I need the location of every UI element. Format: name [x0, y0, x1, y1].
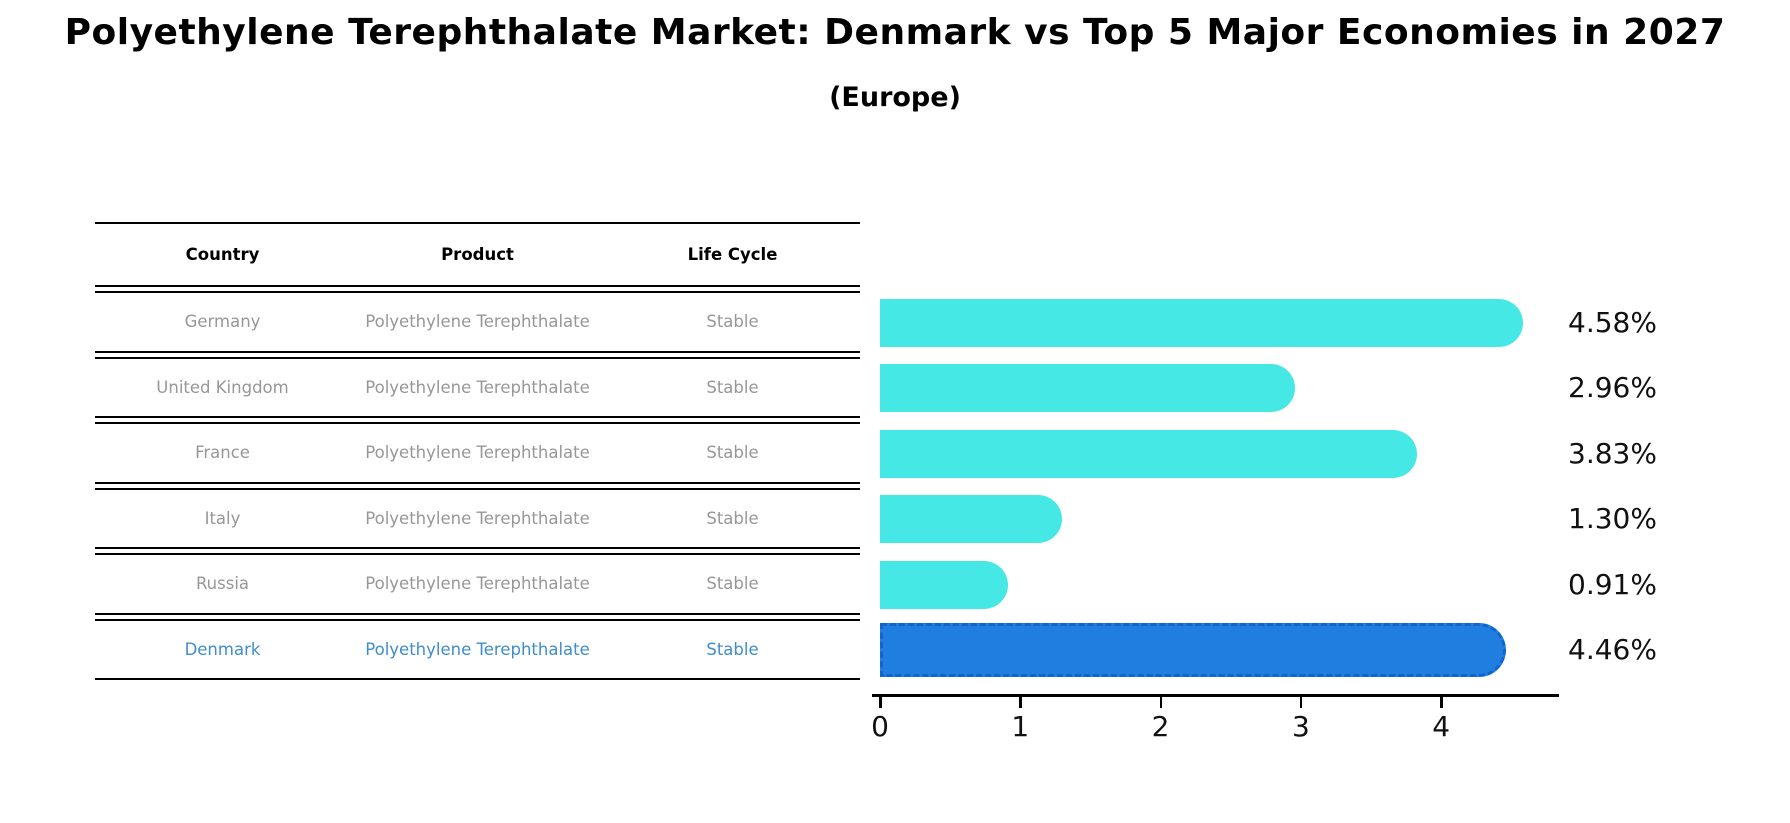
value-label-russia: 0.91%: [1568, 567, 1657, 601]
x-tick-label-4: 4: [1432, 710, 1451, 743]
x-tick-mark-4: [1440, 697, 1443, 708]
table-row-germany: Germany Polyethylene Terephthalate Stabl…: [95, 291, 860, 353]
table-row-denmark: Denmark Polyethylene Terephthalate Stabl…: [95, 618, 860, 680]
table-header-row: Country Product Life Cycle: [95, 222, 860, 287]
x-tick-label-1: 1: [1011, 710, 1030, 743]
table-row-russia: Russia Polyethylene Terephthalate Stable: [95, 553, 860, 615]
cell-country: Denmark: [184, 639, 261, 659]
cell-product: Polyethylene Terephthalate: [365, 377, 590, 397]
cell-country: Germany: [184, 312, 261, 332]
value-label-germany: 4.58%: [1568, 305, 1657, 339]
column-header-product: Product: [441, 245, 514, 264]
bar-united-kingdom: [880, 364, 1296, 412]
cell-product: Polyethylene Terephthalate: [365, 443, 590, 463]
bar-france: [880, 429, 1418, 478]
cell-product: Polyethylene Terephthalate: [365, 574, 590, 594]
cell-product: Polyethylene Terephthalate: [365, 312, 590, 332]
x-tick-label-0: 0: [871, 710, 889, 743]
cell-country: Italy: [204, 508, 241, 528]
data-table: Country Product Life Cycle Germany Polye…: [95, 222, 860, 680]
bar-italy: [880, 495, 1063, 543]
cell-country: United Kingdom: [156, 377, 289, 397]
value-label-italy: 1.30%: [1568, 502, 1657, 535]
cell-lifecycle: Stable: [706, 508, 759, 528]
cell-product: Polyethylene Terephthalate: [365, 508, 590, 528]
bar-denmark: [880, 623, 1506, 677]
x-tick-label-3: 3: [1291, 710, 1310, 743]
cell-lifecycle: Stable: [706, 377, 759, 397]
cell-lifecycle: Stable: [706, 312, 759, 332]
value-label-united-kingdom: 2.96%: [1568, 371, 1657, 404]
value-label-france: 3.83%: [1568, 436, 1657, 470]
cell-product: Polyethylene Terephthalate: [365, 639, 590, 659]
column-header-lifecycle: Life Cycle: [687, 245, 778, 264]
chart-subtitle: (Europe): [829, 82, 961, 113]
x-tick-label-2: 2: [1151, 710, 1170, 743]
x-tick-mark-0: [879, 697, 882, 708]
x-tick-mark-3: [1299, 697, 1303, 708]
table-row-italy: Italy Polyethylene Terephthalate Stable: [95, 487, 860, 549]
bar-russia: [880, 560, 1008, 609]
cell-lifecycle: Stable: [706, 639, 759, 659]
table-row-france: France Polyethylene Terephthalate Stable: [95, 422, 860, 484]
column-header-country: Country: [185, 245, 260, 264]
cell-country: France: [195, 443, 250, 463]
value-label-denmark: 4.46%: [1568, 633, 1657, 666]
x-axis-line: [872, 694, 1560, 697]
chart-title: Polyethylene Terephthalate Market: Denma…: [64, 12, 1726, 53]
cell-lifecycle: Stable: [706, 443, 759, 463]
bar-germany: [880, 298, 1523, 347]
x-tick-mark-1: [1019, 697, 1022, 708]
x-tick-mark-2: [1159, 697, 1163, 708]
cell-lifecycle: Stable: [706, 574, 759, 594]
table-row-united-kingdom: United Kingdom Polyethylene Terephthalat…: [95, 356, 860, 418]
cell-country: Russia: [195, 574, 250, 594]
